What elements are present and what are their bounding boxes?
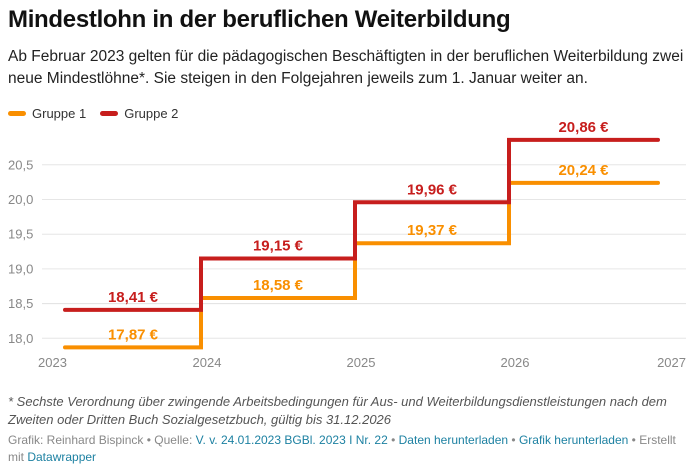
y-tick-label: 19,5	[8, 227, 33, 242]
legend-swatch-gruppe-2	[100, 111, 119, 116]
chart-title: Mindestlohn in der beruflichen Weiterbil…	[8, 6, 511, 33]
legend: Gruppe 1 Gruppe 2	[8, 106, 192, 121]
y-tick-label: 19,0	[8, 261, 33, 276]
created-with-label: Erstellt mit	[8, 433, 676, 464]
data-label: 20,86 €	[558, 120, 609, 136]
download-graphic-link[interactable]: Grafik herunterladen	[518, 433, 629, 447]
source-link[interactable]: V. v. 24.01.2023 BGBl. 2023 I Nr. 22	[195, 433, 388, 447]
y-tick-label: 20,0	[8, 192, 33, 207]
footnote: * Sechste Verordnung über zwingende Arbe…	[8, 394, 667, 427]
source-label: Quelle:	[154, 433, 196, 447]
y-tick-label: 18,0	[8, 331, 33, 346]
datawrapper-link[interactable]: Datawrapper	[27, 450, 97, 464]
download-data-link[interactable]: Daten herunterladen	[398, 433, 509, 447]
data-label: 19,37 €	[407, 222, 458, 239]
x-tick-label: 2027	[657, 355, 686, 370]
x-tick-label: 2025	[347, 355, 376, 370]
data-label: 20,24 €	[558, 162, 609, 179]
legend-item-gruppe-2: Gruppe 2	[100, 106, 178, 121]
data-label: 19,15 €	[253, 237, 304, 254]
x-tick-label: 2026	[501, 355, 530, 370]
step-line-chart: 18,0 18,5 19,0 19,5 20,0 20,5 2023 2024 2025 2026…	[8, 120, 686, 370]
source-line: Grafik: Reinhard Bispinck • Quelle: V. v…	[8, 432, 692, 466]
legend-label-gruppe-2: Gruppe 2	[124, 106, 179, 121]
separator: •	[387, 433, 399, 447]
series-line-gruppe-1	[63, 180, 660, 350]
separator: •	[143, 433, 155, 447]
legend-swatch-gruppe-1	[8, 111, 26, 116]
chart-subtitle: Ab Februar 2023 gelten für die pädagogis…	[8, 48, 684, 87]
data-label: 19,96 €	[407, 181, 458, 198]
separator: •	[628, 433, 640, 447]
y-tick-label: 18,5	[8, 296, 33, 311]
x-tick-label: 2023	[38, 355, 67, 370]
legend-item-gruppe-1: Gruppe 1	[8, 106, 86, 121]
credit-grafik: Grafik: Reinhard Bispinck	[8, 433, 144, 447]
x-tick-label: 2024	[193, 355, 222, 370]
separator: •	[508, 433, 519, 447]
y-tick-label: 20,5	[8, 157, 33, 172]
series-line-gruppe-2	[63, 137, 660, 312]
data-label: 18,41 €	[108, 289, 159, 306]
legend-label-gruppe-1: Gruppe 1	[32, 106, 87, 121]
data-label: 18,58 €	[253, 277, 304, 294]
data-label: 17,87 €	[108, 326, 159, 343]
